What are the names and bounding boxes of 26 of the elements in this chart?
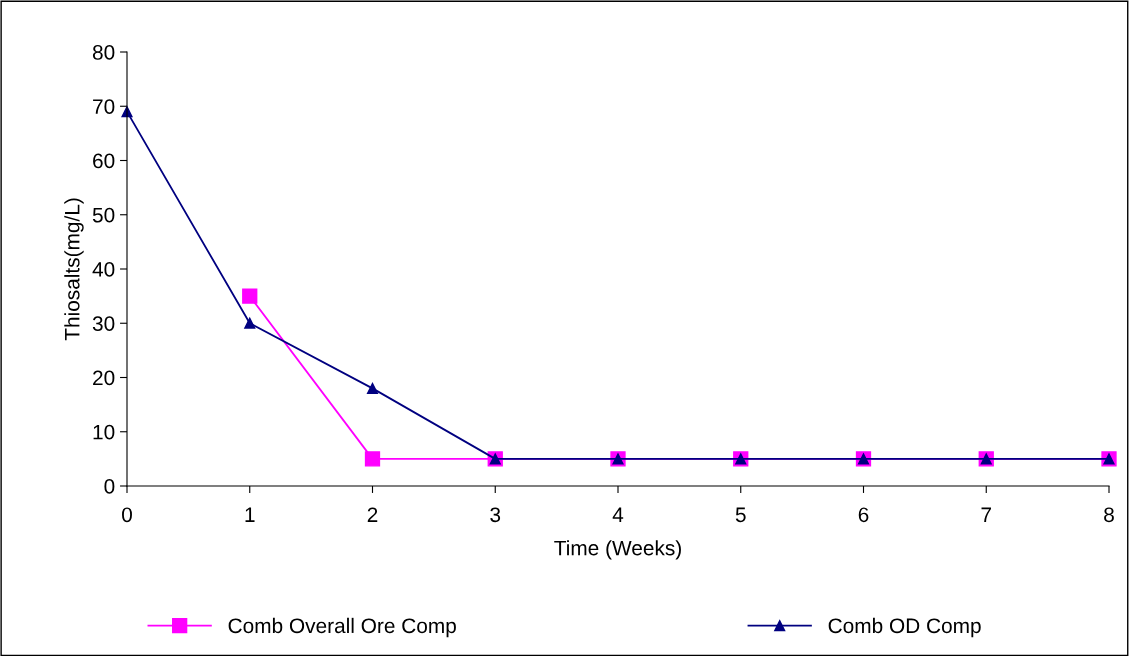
- y-tick-label: 0: [104, 479, 115, 494]
- y-tick-label: 20: [93, 370, 115, 386]
- x-tick-label: 4: [612, 507, 624, 522]
- y-tick-label: 10: [93, 424, 115, 440]
- point: [364, 451, 381, 467]
- x-tick-label: 8: [1104, 507, 1114, 523]
- x-tick-label: 6: [858, 507, 869, 523]
- x-axis-title: Time (Weeks): [554, 540, 681, 560]
- legend-label: Comb Overall Ore Comp: [228, 617, 456, 638]
- x-tick-label: 5: [735, 507, 746, 523]
- x-tick-label: 3: [490, 507, 501, 523]
- point: [242, 288, 258, 304]
- y-tick-label: 80: [92, 45, 115, 60]
- legend-label: Comb OD Comp: [828, 617, 981, 638]
- x-tick-label: 0: [122, 507, 132, 523]
- x-tick-label: 1: [245, 507, 255, 522]
- y-axis-title: Thiosalts(mg/L): [64, 198, 84, 341]
- y-tick-label: 70: [93, 99, 115, 114]
- y-tick-label: 30: [92, 316, 115, 331]
- x-tick-label: 7: [981, 507, 991, 522]
- y-tick-label: 50: [92, 207, 115, 223]
- point: [366, 382, 379, 394]
- y-tick-label: 60: [93, 153, 115, 169]
- x-tick-label: 2: [367, 507, 378, 522]
- y-tick-label: 40: [92, 262, 115, 277]
- point: [244, 317, 256, 329]
